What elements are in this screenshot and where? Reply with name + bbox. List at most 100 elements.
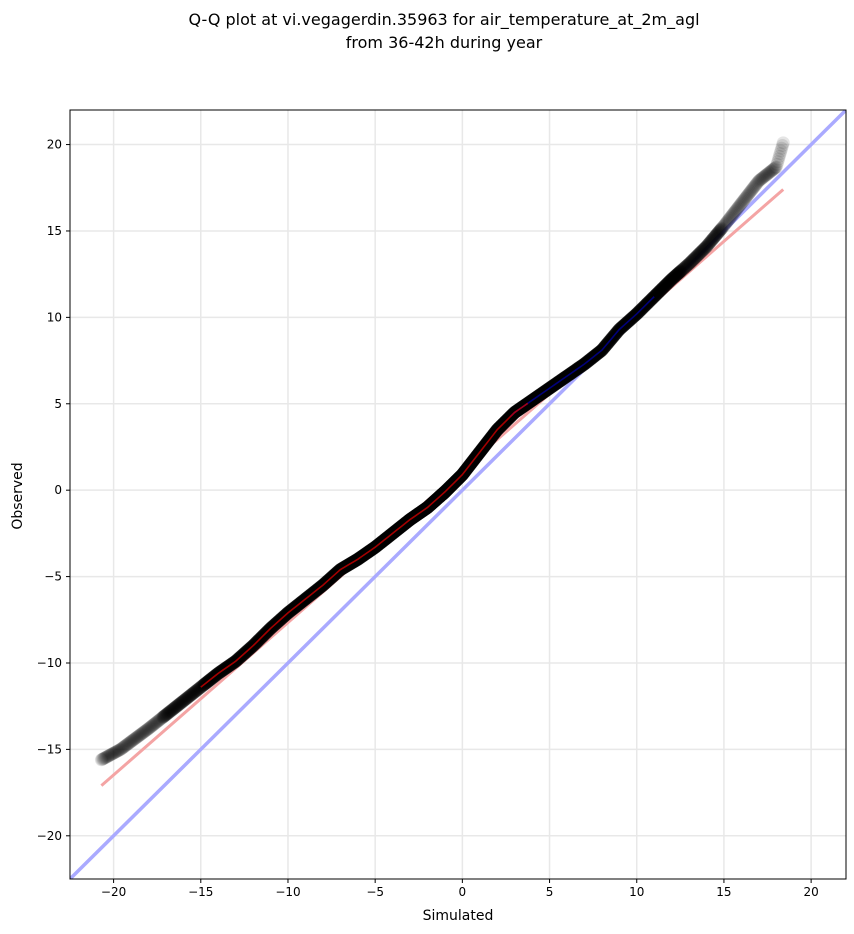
data-point bbox=[161, 706, 175, 720]
data-point bbox=[774, 144, 788, 158]
data-point bbox=[717, 218, 731, 232]
data-point bbox=[764, 164, 778, 178]
data-point bbox=[654, 283, 668, 297]
data-point bbox=[756, 170, 770, 184]
data-point bbox=[188, 685, 202, 699]
data-point bbox=[660, 277, 674, 291]
data-point bbox=[700, 239, 714, 253]
data-point bbox=[116, 741, 130, 755]
data-point bbox=[739, 191, 753, 205]
data-point bbox=[96, 752, 110, 766]
x-tick-label: 20 bbox=[803, 885, 818, 899]
data-point bbox=[125, 734, 139, 748]
data-point bbox=[150, 715, 164, 729]
data-point bbox=[768, 161, 782, 175]
data-point bbox=[110, 744, 124, 758]
data-point bbox=[658, 279, 672, 293]
data-point bbox=[184, 688, 198, 702]
inner-fit-line bbox=[200, 402, 529, 688]
x-tick-label: −10 bbox=[275, 885, 300, 899]
x-axis: −20 −15 −10 −5 0 5 10 15 20 bbox=[101, 879, 819, 899]
data-point bbox=[165, 703, 179, 717]
data-point bbox=[683, 256, 697, 270]
data-point bbox=[98, 751, 112, 765]
data-point bbox=[662, 275, 676, 289]
data-point bbox=[105, 747, 119, 761]
data-point bbox=[146, 718, 160, 732]
data-point bbox=[660, 277, 674, 291]
x-tick-label: 0 bbox=[459, 885, 467, 899]
y-tick-label: −20 bbox=[37, 829, 62, 843]
data-point bbox=[690, 249, 704, 263]
data-point bbox=[704, 234, 718, 248]
data-point bbox=[673, 265, 687, 279]
data-point bbox=[180, 691, 194, 705]
data-point bbox=[747, 180, 761, 194]
data-point bbox=[762, 166, 776, 180]
data-point bbox=[698, 241, 712, 255]
data-point bbox=[725, 209, 739, 223]
data-point bbox=[155, 711, 169, 725]
data-point bbox=[671, 267, 685, 281]
data-point bbox=[707, 230, 721, 244]
data-point bbox=[149, 716, 163, 730]
data-point bbox=[746, 181, 760, 195]
data-point bbox=[107, 746, 121, 760]
data-point bbox=[156, 710, 170, 724]
data-point bbox=[108, 746, 122, 760]
data-point bbox=[656, 281, 670, 295]
data-point bbox=[152, 714, 166, 728]
data-point bbox=[104, 747, 118, 761]
data-point bbox=[663, 274, 677, 288]
data-point bbox=[682, 257, 696, 271]
data-point bbox=[748, 179, 762, 193]
data-point bbox=[752, 173, 766, 187]
data-point bbox=[162, 706, 176, 720]
data-point bbox=[144, 719, 158, 733]
data-point bbox=[745, 183, 759, 197]
data-point bbox=[126, 733, 140, 747]
data-point bbox=[715, 221, 729, 235]
data-point bbox=[189, 684, 203, 698]
data-point bbox=[681, 258, 695, 272]
data-point bbox=[765, 164, 779, 178]
data-point bbox=[101, 749, 115, 763]
data-point bbox=[702, 236, 716, 250]
data-point bbox=[742, 187, 756, 201]
data-point bbox=[769, 160, 783, 174]
data-point bbox=[94, 753, 108, 767]
data-point bbox=[160, 707, 174, 721]
data-point bbox=[692, 247, 706, 261]
data-point bbox=[167, 702, 181, 716]
data-point bbox=[154, 712, 168, 726]
data-point bbox=[710, 227, 724, 241]
data-point bbox=[709, 228, 723, 242]
data-point bbox=[657, 280, 671, 294]
data-point bbox=[736, 194, 750, 208]
data-point bbox=[95, 752, 109, 766]
data-point bbox=[716, 220, 730, 234]
data-point bbox=[672, 266, 686, 280]
data-point bbox=[734, 196, 748, 210]
data-point bbox=[134, 727, 148, 741]
data-point bbox=[122, 736, 136, 750]
data-point bbox=[775, 141, 789, 155]
data-point bbox=[763, 165, 777, 179]
data-point bbox=[652, 285, 666, 299]
data-point bbox=[173, 696, 187, 710]
data-point bbox=[160, 707, 174, 721]
data-point bbox=[136, 726, 150, 740]
data-point bbox=[163, 704, 177, 718]
data-point bbox=[174, 696, 188, 710]
data-point bbox=[121, 737, 135, 751]
data-point bbox=[652, 285, 666, 299]
data-point bbox=[714, 222, 728, 236]
data-point bbox=[666, 271, 680, 285]
data-point bbox=[735, 195, 749, 209]
data-point bbox=[175, 695, 189, 709]
data-point bbox=[147, 718, 161, 732]
data-point bbox=[701, 238, 715, 252]
data-point bbox=[114, 742, 128, 756]
data-point bbox=[717, 219, 731, 233]
data-point bbox=[668, 270, 682, 284]
